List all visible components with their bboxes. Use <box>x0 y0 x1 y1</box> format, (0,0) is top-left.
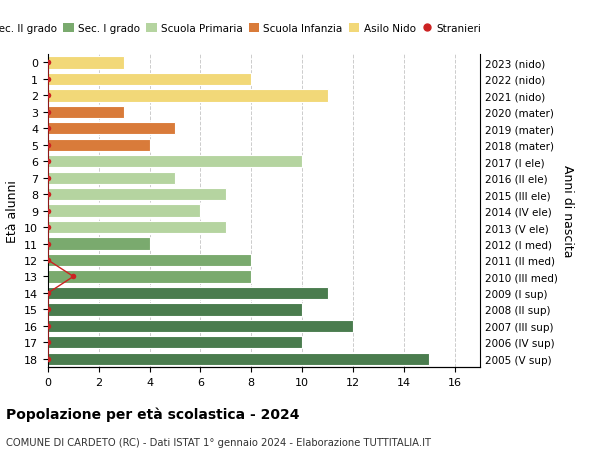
Bar <box>48 254 251 267</box>
Bar <box>48 57 124 69</box>
Bar <box>48 90 328 102</box>
Bar <box>48 320 353 332</box>
Bar <box>48 353 429 365</box>
Bar <box>48 189 226 201</box>
Bar <box>48 221 226 234</box>
Bar <box>48 106 124 119</box>
Bar <box>48 271 251 283</box>
Bar <box>48 336 302 349</box>
Bar <box>48 139 149 151</box>
Bar <box>48 238 149 250</box>
Text: COMUNE DI CARDETO (RC) - Dati ISTAT 1° gennaio 2024 - Elaborazione TUTTITALIA.IT: COMUNE DI CARDETO (RC) - Dati ISTAT 1° g… <box>6 437 431 447</box>
Y-axis label: Anni di nascita: Anni di nascita <box>562 165 574 257</box>
Y-axis label: Età alunni: Età alunni <box>5 180 19 242</box>
Bar <box>48 287 328 299</box>
Bar <box>48 172 175 185</box>
Legend: Sec. II grado, Sec. I grado, Scuola Primaria, Scuola Infanzia, Asilo Nido, Stran: Sec. II grado, Sec. I grado, Scuola Prim… <box>0 20 485 38</box>
Text: Popolazione per età scolastica - 2024: Popolazione per età scolastica - 2024 <box>6 406 299 421</box>
Bar <box>48 156 302 168</box>
Bar <box>48 123 175 135</box>
Bar <box>48 205 200 217</box>
Bar <box>48 303 302 316</box>
Bar <box>48 73 251 86</box>
